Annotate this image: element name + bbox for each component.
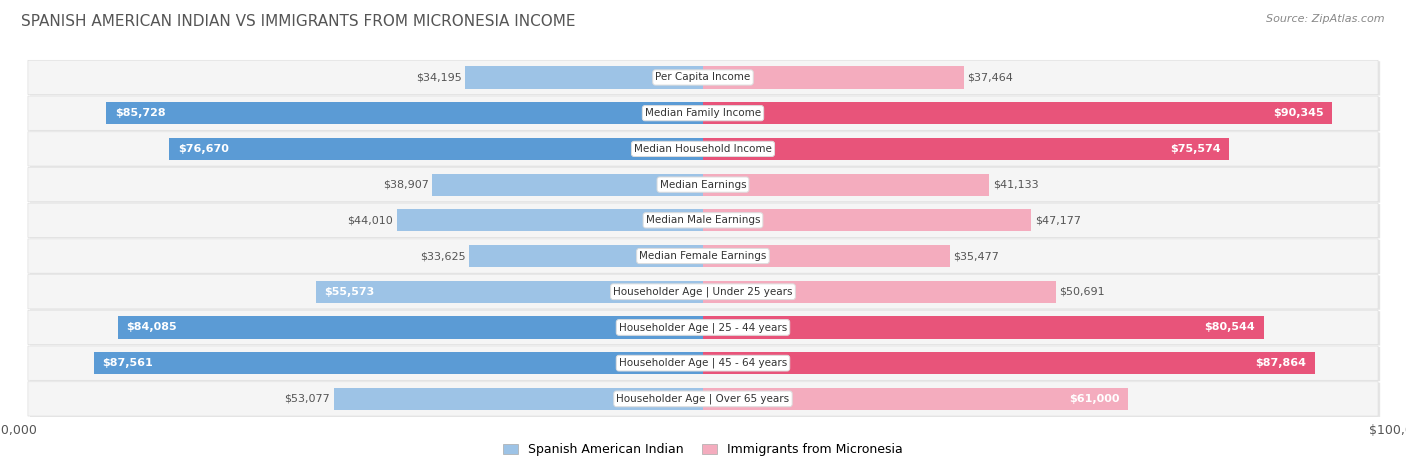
- Text: Per Capita Income: Per Capita Income: [655, 72, 751, 83]
- FancyBboxPatch shape: [30, 168, 1381, 203]
- Text: $84,085: $84,085: [127, 322, 177, 333]
- Text: $76,670: $76,670: [177, 144, 229, 154]
- Text: SPANISH AMERICAN INDIAN VS IMMIGRANTS FROM MICRONESIA INCOME: SPANISH AMERICAN INDIAN VS IMMIGRANTS FR…: [21, 14, 575, 29]
- Bar: [703, 138, 1229, 160]
- Text: $47,177: $47,177: [1035, 215, 1081, 225]
- Text: $44,010: $44,010: [347, 215, 394, 225]
- Bar: [169, 138, 703, 160]
- FancyBboxPatch shape: [30, 347, 1381, 381]
- Text: $75,574: $75,574: [1170, 144, 1220, 154]
- Text: Householder Age | Under 25 years: Householder Age | Under 25 years: [613, 286, 793, 297]
- Text: $35,477: $35,477: [953, 251, 1000, 261]
- Bar: [118, 316, 703, 339]
- FancyBboxPatch shape: [30, 311, 1381, 346]
- Bar: [703, 388, 1128, 410]
- Text: $37,464: $37,464: [967, 72, 1014, 83]
- Text: $53,077: $53,077: [284, 394, 330, 404]
- FancyBboxPatch shape: [30, 276, 1381, 310]
- FancyBboxPatch shape: [28, 96, 1378, 130]
- Text: Median Household Income: Median Household Income: [634, 144, 772, 154]
- Text: $87,864: $87,864: [1256, 358, 1306, 368]
- Text: Median Earnings: Median Earnings: [659, 180, 747, 190]
- Bar: [465, 66, 703, 89]
- Bar: [703, 316, 1264, 339]
- FancyBboxPatch shape: [30, 240, 1381, 274]
- Text: $85,728: $85,728: [115, 108, 166, 118]
- Text: Source: ZipAtlas.com: Source: ZipAtlas.com: [1267, 14, 1385, 24]
- FancyBboxPatch shape: [30, 97, 1381, 131]
- Text: $33,625: $33,625: [420, 251, 465, 261]
- Legend: Spanish American Indian, Immigrants from Micronesia: Spanish American Indian, Immigrants from…: [498, 439, 908, 461]
- FancyBboxPatch shape: [30, 133, 1381, 167]
- Bar: [470, 245, 703, 267]
- Text: Householder Age | 25 - 44 years: Householder Age | 25 - 44 years: [619, 322, 787, 333]
- FancyBboxPatch shape: [28, 203, 1378, 237]
- FancyBboxPatch shape: [28, 239, 1378, 273]
- Bar: [703, 209, 1032, 231]
- FancyBboxPatch shape: [28, 60, 1378, 95]
- FancyBboxPatch shape: [28, 310, 1378, 345]
- FancyBboxPatch shape: [28, 168, 1378, 202]
- Text: $90,345: $90,345: [1272, 108, 1323, 118]
- Text: $41,133: $41,133: [993, 180, 1039, 190]
- Text: Median Family Income: Median Family Income: [645, 108, 761, 118]
- Text: Median Male Earnings: Median Male Earnings: [645, 215, 761, 225]
- Text: $38,907: $38,907: [382, 180, 429, 190]
- Text: $34,195: $34,195: [416, 72, 461, 83]
- Text: $87,561: $87,561: [103, 358, 153, 368]
- Bar: [316, 281, 703, 303]
- Bar: [703, 66, 963, 89]
- FancyBboxPatch shape: [28, 346, 1378, 380]
- Bar: [703, 281, 1056, 303]
- Text: Householder Age | 45 - 64 years: Householder Age | 45 - 64 years: [619, 358, 787, 368]
- Bar: [432, 174, 703, 196]
- FancyBboxPatch shape: [28, 275, 1378, 309]
- Bar: [703, 352, 1315, 374]
- Text: $61,000: $61,000: [1069, 394, 1119, 404]
- Text: $80,544: $80,544: [1205, 322, 1256, 333]
- FancyBboxPatch shape: [28, 382, 1378, 416]
- Bar: [333, 388, 703, 410]
- Text: Householder Age | Over 65 years: Householder Age | Over 65 years: [616, 394, 790, 404]
- Bar: [703, 102, 1331, 124]
- Bar: [703, 245, 950, 267]
- Bar: [94, 352, 703, 374]
- FancyBboxPatch shape: [28, 132, 1378, 166]
- Bar: [107, 102, 703, 124]
- Text: $55,573: $55,573: [325, 287, 375, 297]
- Bar: [703, 174, 990, 196]
- Text: Median Female Earnings: Median Female Earnings: [640, 251, 766, 261]
- Bar: [396, 209, 703, 231]
- FancyBboxPatch shape: [30, 204, 1381, 238]
- FancyBboxPatch shape: [30, 61, 1381, 95]
- FancyBboxPatch shape: [30, 382, 1381, 417]
- Text: $50,691: $50,691: [1059, 287, 1105, 297]
